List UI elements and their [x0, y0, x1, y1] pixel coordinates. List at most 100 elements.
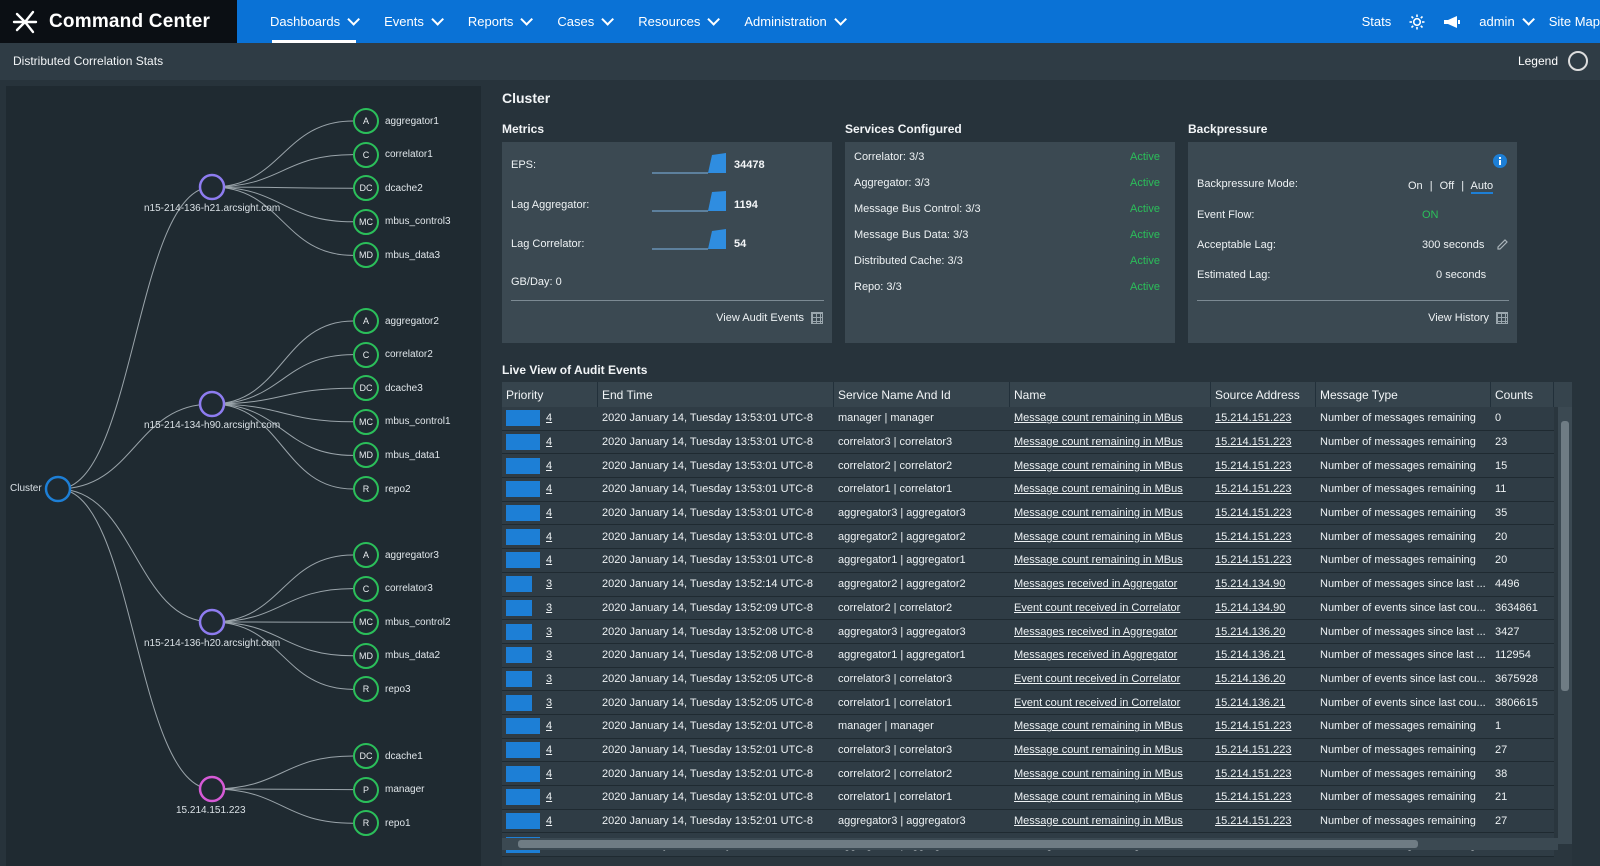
- table-row[interactable]: 3 2020 January 14, Tuesday 13:52:09 UTC-8…: [502, 596, 1554, 621]
- service-node-mbus_data2[interactable]: MD mbus_data2: [353, 642, 440, 669]
- column-header[interactable]: End Time: [598, 382, 834, 407]
- priority-link[interactable]: 3: [546, 625, 553, 638]
- source-address-link[interactable]: 15.214.136.21: [1215, 649, 1286, 662]
- event-name-link[interactable]: Message count remaining in MBus: [1014, 436, 1183, 449]
- scroll-thumb[interactable]: [1561, 421, 1569, 691]
- source-address-link[interactable]: 15.214.151.223: [1215, 743, 1292, 756]
- announcement-button[interactable]: [1443, 15, 1461, 29]
- priority-link[interactable]: 3: [546, 601, 553, 614]
- priority-link[interactable]: 3: [546, 672, 553, 685]
- info-icon[interactable]: [1493, 154, 1507, 168]
- table-row[interactable]: 3 2020 January 14, Tuesday 13:52:05 UTC-8…: [502, 667, 1554, 692]
- nav-dashboards[interactable]: Dashboards: [256, 0, 370, 43]
- table-row[interactable]: 4 2020 January 14, Tuesday 13:52:01 UTC-8…: [502, 786, 1554, 810]
- table-row[interactable]: 4 2020 January 14, Tuesday 13:53:01 UTC-8…: [502, 430, 1554, 455]
- nav-events[interactable]: Events: [370, 0, 454, 43]
- source-address-link[interactable]: 15.214.151.223: [1215, 554, 1292, 567]
- event-name-link[interactable]: Message count remaining in MBus: [1014, 554, 1183, 567]
- table-row[interactable]: 3 2020 January 14, Tuesday 13:52:14 UTC-8…: [502, 572, 1554, 597]
- source-address-link[interactable]: 15.214.151.223: [1215, 412, 1292, 425]
- priority-link[interactable]: 3: [546, 649, 553, 662]
- source-address-link[interactable]: 15.214.136.21: [1215, 696, 1286, 709]
- priority-link[interactable]: 4: [546, 743, 553, 756]
- event-name-link[interactable]: Message count remaining in MBus: [1014, 767, 1183, 780]
- view-audit-events-button[interactable]: View Audit Events: [716, 312, 823, 324]
- service-node-mbus_control1[interactable]: MC mbus_control1: [353, 408, 451, 435]
- column-header[interactable]: Priority: [502, 382, 598, 407]
- priority-link[interactable]: 4: [546, 507, 553, 520]
- table-row[interactable]: 4 2020 January 14, Tuesday 13:53:01 UTC-8…: [502, 407, 1554, 431]
- service-node-dcache3[interactable]: DC dcache3: [353, 375, 423, 402]
- event-name-link[interactable]: Message count remaining in MBus: [1014, 483, 1183, 496]
- event-name-link[interactable]: Message count remaining in MBus: [1014, 743, 1183, 756]
- source-address-link[interactable]: 15.214.151.223: [1215, 767, 1292, 780]
- table-row[interactable]: 3 2020 January 14, Tuesday 13:52:05 UTC-8…: [502, 691, 1554, 715]
- event-name-link[interactable]: Messages received in Aggregator: [1014, 649, 1178, 662]
- table-row[interactable]: 4 2020 January 14, Tuesday 13:52:01 UTC-8…: [502, 762, 1554, 786]
- column-header[interactable]: Name: [1010, 382, 1211, 407]
- priority-link[interactable]: 4: [546, 459, 553, 472]
- source-address-link[interactable]: 15.214.136.20: [1215, 672, 1286, 685]
- priority-link[interactable]: 4: [546, 530, 553, 543]
- nav-administration[interactable]: Administration: [730, 0, 856, 43]
- backpressure-mode-toggle[interactable]: On | Off | Auto: [1408, 180, 1494, 194]
- table-row[interactable]: 4 2020 January 14, Tuesday 13:53:01 UTC-8…: [502, 501, 1554, 526]
- user-menu[interactable]: admin: [1479, 13, 1535, 29]
- view-history-button[interactable]: View History: [1428, 312, 1508, 324]
- event-name-link[interactable]: Message count remaining in MBus: [1014, 530, 1183, 543]
- host-node[interactable]: [198, 775, 226, 803]
- event-name-link[interactable]: Messages received in Aggregator: [1014, 625, 1178, 638]
- host-node[interactable]: [198, 608, 226, 636]
- settings-button[interactable]: [1409, 14, 1425, 30]
- event-name-link[interactable]: Messages received in Aggregator: [1014, 578, 1178, 591]
- service-node-mbus_data1[interactable]: MD mbus_data1: [353, 442, 440, 469]
- event-name-link[interactable]: Event count received in Correlator: [1014, 696, 1181, 709]
- service-node-mbus_data3[interactable]: MD mbus_data3: [353, 242, 440, 269]
- priority-link[interactable]: 4: [546, 554, 553, 567]
- priority-link[interactable]: 3: [546, 578, 553, 591]
- service-node-mbus_control3[interactable]: MC mbus_control3: [353, 208, 451, 235]
- source-address-link[interactable]: 15.214.151.223: [1215, 791, 1292, 804]
- table-row[interactable]: 4 2020 January 14, Tuesday 13:52:01 UTC-8…: [502, 714, 1554, 739]
- nav-cases[interactable]: Cases: [543, 0, 624, 43]
- service-node-dcache1[interactable]: DC dcache1: [353, 743, 423, 769]
- priority-link[interactable]: 4: [546, 767, 553, 780]
- priority-link[interactable]: 4: [546, 791, 553, 804]
- table-row[interactable]: 4 2020 January 14, Tuesday 13:52:01 UTC-8…: [502, 738, 1554, 763]
- table-row[interactable]: 4 2020 January 14, Tuesday 13:53:01 UTC-8…: [502, 454, 1554, 479]
- event-name-link[interactable]: Message count remaining in MBus: [1014, 815, 1183, 828]
- table-row[interactable]: 4 2020 January 14, Tuesday 13:53:01 UTC-8…: [502, 478, 1554, 502]
- priority-link[interactable]: 4: [546, 815, 553, 828]
- source-address-link[interactable]: 15.214.151.223: [1215, 530, 1292, 543]
- scroll-thumb[interactable]: [518, 840, 1418, 848]
- priority-link[interactable]: 4: [546, 720, 553, 733]
- event-name-link[interactable]: Message count remaining in MBus: [1014, 459, 1183, 472]
- event-name-link[interactable]: Message count remaining in MBus: [1014, 791, 1183, 804]
- cluster-root-node[interactable]: [44, 475, 72, 503]
- source-address-link[interactable]: 15.214.134.90: [1215, 601, 1286, 614]
- priority-link[interactable]: 3: [546, 696, 553, 709]
- event-name-link[interactable]: Event count received in Correlator: [1014, 601, 1181, 614]
- event-name-link[interactable]: Message count remaining in MBus: [1014, 412, 1183, 425]
- vertical-scrollbar[interactable]: [1558, 407, 1572, 844]
- stats-link[interactable]: Stats: [1362, 14, 1392, 29]
- column-header[interactable]: Source Address: [1211, 382, 1316, 407]
- table-row[interactable]: 3 2020 January 14, Tuesday 13:52:08 UTC-8…: [502, 643, 1554, 668]
- mode-on-option[interactable]: On: [1408, 180, 1423, 192]
- source-address-link[interactable]: 15.214.151.223: [1215, 436, 1292, 449]
- column-header[interactable]: Counts: [1491, 382, 1554, 407]
- source-address-link[interactable]: 15.214.151.223: [1215, 815, 1292, 828]
- horizontal-scrollbar[interactable]: [502, 838, 1558, 850]
- source-address-link[interactable]: 15.214.151.223: [1215, 720, 1292, 733]
- priority-link[interactable]: 4: [546, 483, 553, 496]
- nav-reports[interactable]: Reports: [454, 0, 544, 43]
- table-row[interactable]: 3 2020 January 14, Tuesday 13:52:08 UTC-8…: [502, 620, 1554, 644]
- nav-resources[interactable]: Resources: [624, 0, 730, 43]
- event-name-link[interactable]: Message count remaining in MBus: [1014, 720, 1183, 733]
